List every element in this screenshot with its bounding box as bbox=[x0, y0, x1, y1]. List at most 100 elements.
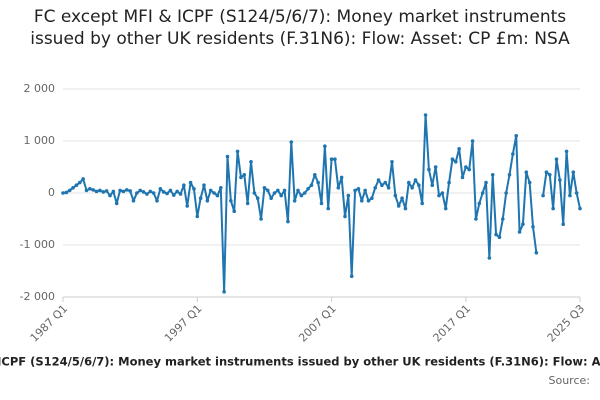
point bbox=[151, 191, 156, 195]
point bbox=[312, 173, 317, 177]
point bbox=[81, 177, 85, 181]
point bbox=[265, 188, 270, 193]
point bbox=[292, 199, 297, 203]
point bbox=[98, 188, 102, 193]
point bbox=[440, 191, 445, 195]
point bbox=[356, 187, 361, 191]
point bbox=[541, 193, 545, 198]
point bbox=[490, 173, 495, 177]
point bbox=[333, 157, 337, 161]
chart-title: FC except MFI & ICPF (S124/5/6/7): Money… bbox=[30, 7, 570, 49]
point bbox=[279, 193, 284, 198]
point bbox=[568, 193, 572, 198]
point bbox=[108, 193, 112, 198]
point bbox=[319, 201, 324, 206]
point bbox=[423, 113, 428, 117]
point bbox=[521, 222, 525, 226]
point bbox=[527, 180, 532, 185]
point bbox=[121, 189, 126, 194]
point bbox=[417, 183, 421, 187]
point bbox=[182, 183, 186, 187]
point bbox=[450, 157, 455, 161]
point bbox=[329, 157, 334, 161]
point bbox=[212, 191, 216, 195]
point bbox=[561, 222, 566, 226]
point bbox=[67, 188, 72, 193]
point bbox=[507, 173, 512, 177]
point bbox=[339, 175, 344, 180]
point bbox=[235, 149, 240, 154]
point bbox=[128, 189, 132, 193]
point bbox=[188, 180, 193, 185]
point bbox=[299, 193, 304, 198]
point bbox=[88, 187, 92, 191]
point bbox=[306, 187, 310, 191]
point bbox=[269, 196, 273, 200]
point bbox=[195, 214, 200, 219]
point bbox=[77, 180, 82, 185]
point bbox=[239, 175, 243, 180]
point bbox=[61, 191, 65, 195]
point bbox=[524, 170, 529, 174]
point bbox=[155, 199, 159, 203]
point bbox=[574, 191, 579, 195]
point bbox=[171, 193, 176, 197]
point bbox=[349, 274, 354, 279]
point bbox=[578, 206, 582, 211]
point bbox=[323, 144, 327, 148]
point bbox=[410, 186, 414, 190]
point bbox=[309, 183, 314, 187]
point bbox=[336, 186, 341, 190]
point bbox=[296, 188, 300, 193]
point bbox=[185, 204, 190, 208]
point bbox=[175, 189, 179, 194]
x-tick-label: 1997 Q1 bbox=[162, 302, 205, 345]
point bbox=[551, 206, 555, 211]
point bbox=[229, 199, 233, 203]
point bbox=[544, 170, 549, 174]
point bbox=[161, 190, 166, 194]
source: Source: bbox=[549, 374, 591, 387]
point bbox=[363, 188, 367, 193]
point bbox=[249, 160, 253, 164]
point bbox=[218, 186, 223, 190]
point bbox=[370, 196, 374, 200]
point bbox=[380, 183, 384, 187]
point bbox=[215, 193, 220, 198]
point bbox=[64, 190, 69, 195]
x-tick-label: 2017 Q1 bbox=[431, 302, 474, 345]
point bbox=[131, 199, 136, 203]
point bbox=[487, 256, 492, 260]
point bbox=[420, 201, 425, 206]
point bbox=[406, 180, 411, 185]
point bbox=[208, 188, 213, 193]
point bbox=[547, 173, 552, 177]
point bbox=[242, 173, 247, 177]
point bbox=[403, 206, 408, 211]
point bbox=[437, 193, 441, 198]
point bbox=[453, 160, 458, 164]
x-tick-label: 2025 Q3 bbox=[545, 302, 588, 345]
point bbox=[74, 183, 79, 187]
point bbox=[111, 189, 116, 194]
point bbox=[359, 199, 364, 203]
point bbox=[276, 188, 280, 193]
point bbox=[571, 170, 576, 174]
point bbox=[517, 230, 522, 234]
point bbox=[531, 225, 535, 229]
point bbox=[554, 157, 559, 161]
y-tick-label: 0 bbox=[48, 186, 55, 199]
point bbox=[376, 178, 381, 182]
point bbox=[474, 217, 478, 221]
point bbox=[393, 193, 398, 198]
point bbox=[91, 188, 96, 192]
point bbox=[165, 191, 169, 196]
point bbox=[104, 189, 109, 193]
point bbox=[302, 191, 307, 195]
point bbox=[272, 191, 277, 195]
point bbox=[500, 217, 505, 221]
point bbox=[396, 204, 401, 208]
point bbox=[145, 192, 149, 196]
x-tick-label: 1987 Q1 bbox=[28, 302, 71, 345]
